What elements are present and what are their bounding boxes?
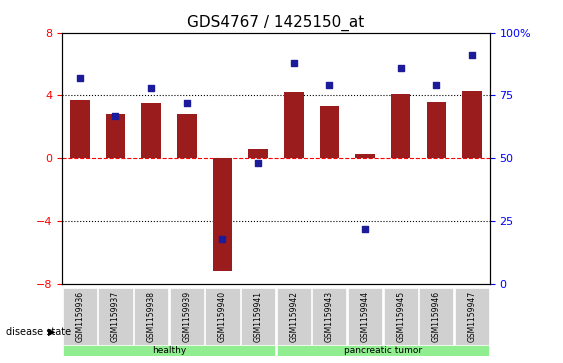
FancyBboxPatch shape — [169, 287, 204, 345]
Text: GSM1159944: GSM1159944 — [360, 291, 369, 342]
FancyBboxPatch shape — [205, 287, 239, 345]
Point — [182, 100, 191, 106]
Bar — [320, 106, 339, 158]
Point — [360, 226, 369, 232]
FancyBboxPatch shape — [62, 287, 97, 345]
Bar — [284, 92, 303, 158]
Text: GSM1159937: GSM1159937 — [111, 291, 120, 342]
Point — [432, 82, 441, 88]
Point — [111, 113, 120, 118]
Text: ▶: ▶ — [48, 327, 55, 337]
Bar — [462, 91, 482, 158]
Bar — [213, 158, 232, 272]
FancyBboxPatch shape — [276, 287, 311, 345]
FancyBboxPatch shape — [312, 287, 346, 345]
Text: GSM1159946: GSM1159946 — [432, 291, 441, 342]
Text: pancreatic tumor: pancreatic tumor — [344, 346, 422, 355]
Text: GSM1159947: GSM1159947 — [467, 291, 476, 342]
Point — [467, 52, 476, 58]
Text: healthy: healthy — [152, 346, 186, 355]
FancyBboxPatch shape — [241, 287, 275, 345]
Bar — [391, 94, 410, 158]
Point — [146, 85, 155, 91]
Bar — [141, 103, 161, 158]
FancyBboxPatch shape — [134, 287, 168, 345]
Bar — [177, 114, 196, 158]
Bar — [106, 114, 125, 158]
Bar — [355, 154, 375, 158]
Text: GSM1159943: GSM1159943 — [325, 291, 334, 342]
Text: GSM1159940: GSM1159940 — [218, 291, 227, 342]
Text: GSM1159938: GSM1159938 — [146, 291, 155, 342]
Text: disease state: disease state — [6, 327, 71, 337]
Point — [289, 60, 298, 66]
FancyBboxPatch shape — [99, 287, 132, 345]
Text: GSM1159942: GSM1159942 — [289, 291, 298, 342]
FancyBboxPatch shape — [348, 287, 382, 345]
Text: GSM1159945: GSM1159945 — [396, 291, 405, 342]
Point — [396, 65, 405, 71]
Title: GDS4767 / 1425150_at: GDS4767 / 1425150_at — [187, 15, 364, 31]
Bar — [70, 100, 90, 158]
Text: GSM1159936: GSM1159936 — [75, 291, 84, 342]
FancyBboxPatch shape — [455, 287, 489, 345]
Text: GSM1159941: GSM1159941 — [253, 291, 262, 342]
Point — [75, 75, 84, 81]
Text: GSM1159939: GSM1159939 — [182, 291, 191, 342]
Bar — [427, 102, 446, 158]
FancyBboxPatch shape — [276, 345, 489, 356]
FancyBboxPatch shape — [419, 287, 453, 345]
Point — [253, 160, 262, 166]
FancyBboxPatch shape — [62, 345, 275, 356]
Bar — [248, 149, 268, 158]
Point — [218, 236, 227, 242]
FancyBboxPatch shape — [383, 287, 418, 345]
Point — [325, 82, 334, 88]
